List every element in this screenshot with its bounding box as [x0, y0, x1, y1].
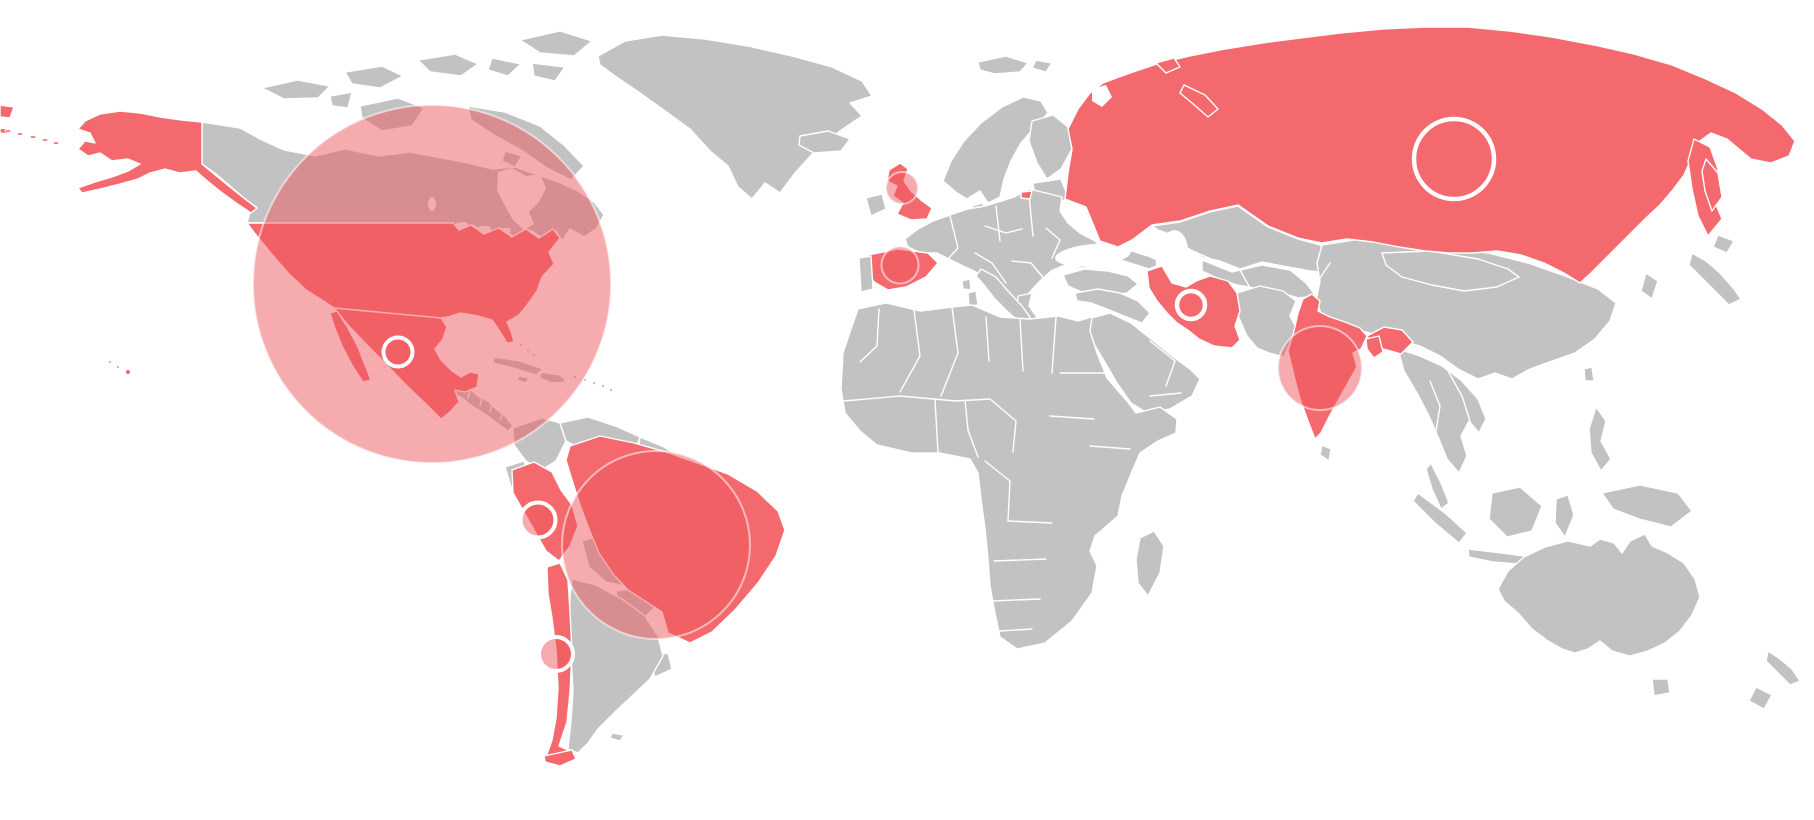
- region-arabia[interactable]: [1087, 312, 1201, 414]
- arctic-island: [344, 65, 404, 89]
- island-tasmania: [1651, 678, 1671, 697]
- arctic-island-devon: [531, 62, 566, 82]
- country-new-zealand[interactable]: [1765, 650, 1801, 686]
- island-sulawesi: [1554, 494, 1575, 538]
- island-novaya-zemlya: [1179, 84, 1219, 118]
- island-hawaii: [125, 369, 131, 375]
- bubble-spain[interactable]: [880, 245, 920, 285]
- border-layer: [467, 194, 1471, 632]
- ring-russia[interactable]: [1411, 116, 1497, 202]
- black-sea: [1055, 243, 1131, 267]
- country-bangladesh[interactable]: [1365, 335, 1384, 359]
- white-sea: [1092, 85, 1112, 107]
- country-madagascar[interactable]: [1135, 530, 1165, 597]
- island-hawaii: [108, 360, 112, 364]
- country-australia[interactable]: [1497, 533, 1701, 657]
- island-sakhalin: [1701, 158, 1723, 212]
- country-greenland[interactable]: [597, 34, 873, 200]
- svalbard: [1031, 59, 1053, 73]
- country-iceland[interactable]: [798, 130, 851, 154]
- island-aleutian: [52, 141, 60, 145]
- island-antilles: [592, 380, 597, 385]
- island-antilles: [601, 383, 606, 388]
- region-tierra-del-fuego: [543, 749, 577, 767]
- arctic-island: [417, 53, 479, 77]
- svalbard: [977, 55, 1029, 75]
- country-russia-wrap[interactable]: [0, 104, 15, 119]
- bubble-layer: [252, 104, 1363, 672]
- ring-iran[interactable]: [1174, 288, 1208, 322]
- island-hawaii: [116, 365, 120, 369]
- region-malay-peninsula: [1425, 462, 1450, 510]
- land-default-layer: [201, 30, 1801, 754]
- country-turkey[interactable]: [1062, 268, 1139, 297]
- island-falklands: [609, 732, 625, 742]
- ring-peru[interactable]: [518, 500, 558, 540]
- region-middle-east[interactable]: [1074, 288, 1151, 324]
- island-sardinia: [967, 290, 979, 307]
- country-japan[interactable]: [1688, 252, 1742, 306]
- region-southeast-asia[interactable]: [1397, 348, 1487, 474]
- region-kaliningrad: [1020, 190, 1033, 200]
- island-borneo: [1488, 486, 1543, 538]
- ring-chile[interactable]: [537, 635, 575, 673]
- island-aleutian: [29, 135, 37, 139]
- island-new-guinea: [1601, 484, 1693, 528]
- bubble-united-kingdom[interactable]: [885, 171, 919, 205]
- country-philippines[interactable]: [1588, 406, 1612, 472]
- arctic-island-ellesmere: [519, 30, 593, 57]
- country-new-zealand-south: [1748, 686, 1773, 710]
- ring-layer: [381, 116, 1497, 673]
- island-aleutian: [4, 129, 12, 133]
- island-sumatra: [1412, 492, 1468, 544]
- ring-mexico[interactable]: [381, 335, 415, 369]
- island-taiwan: [1583, 366, 1595, 382]
- island-antilles: [609, 387, 614, 392]
- arctic-island: [261, 79, 331, 100]
- country-russia[interactable]: [1064, 26, 1796, 284]
- bubble-india[interactable]: [1277, 325, 1363, 411]
- country-sri-lanka[interactable]: [1319, 444, 1332, 462]
- country-ireland[interactable]: [865, 193, 887, 217]
- island-corsica: [961, 278, 972, 291]
- country-finland[interactable]: [1028, 114, 1073, 180]
- island-novaya-zemlya: [1155, 57, 1181, 74]
- continent-africa[interactable]: [840, 302, 1178, 650]
- island-aleutian: [16, 132, 24, 136]
- country-iran[interactable]: [1146, 265, 1241, 349]
- region-europe-mainland[interactable]: [904, 188, 1107, 317]
- country-korea[interactable]: [1640, 272, 1659, 300]
- country-portugal[interactable]: [858, 255, 874, 293]
- region-scandinavia[interactable]: [942, 96, 1049, 204]
- arctic-island: [487, 57, 522, 77]
- arctic-island-banks: [329, 91, 353, 109]
- island-aleutian: [41, 138, 49, 142]
- country-mongolia[interactable]: [1381, 250, 1520, 292]
- bubble-brazil[interactable]: [561, 450, 751, 640]
- country-alaska[interactable]: [77, 110, 258, 214]
- bubble-north-america[interactable]: [252, 104, 612, 464]
- island-hokkaido: [1712, 234, 1735, 254]
